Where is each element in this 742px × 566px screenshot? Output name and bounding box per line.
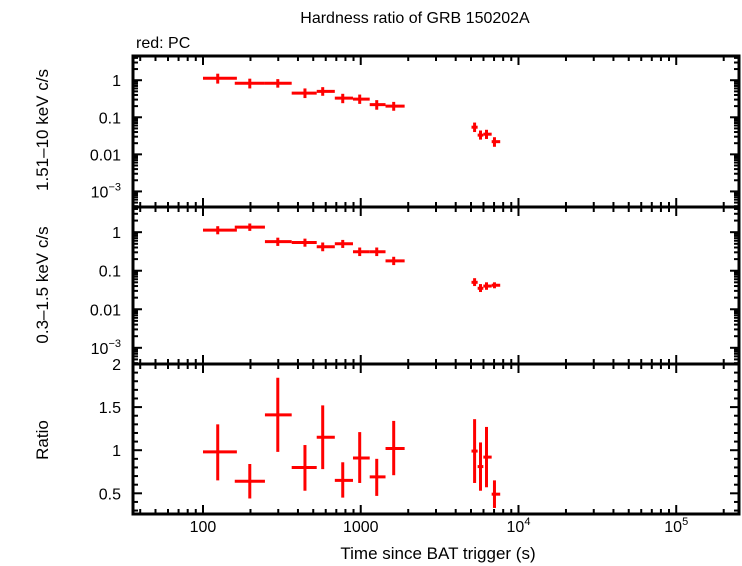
data-point [471,419,478,483]
data-point [291,445,317,491]
data-point [352,432,370,483]
x-tick-label: 104 [507,516,531,536]
data-point [471,278,478,287]
legend-note: red: PC [136,35,190,52]
y-tick-label: 1 [112,73,121,90]
panel-frame [131,362,741,516]
data-point [264,377,292,452]
panel-hard: 1 0.1 0.01 10−3 1.51–10 keV c/s [33,54,741,209]
data-point [352,247,370,257]
panel-ratio: 2 1.5 1 0.5 Ratio [33,357,741,516]
data-point [316,87,335,96]
data-point [477,284,484,293]
x-tick-label: 100 [190,519,217,536]
data-point [385,256,405,266]
panel-soft: 1 0.1 0.01 10−3 0.3–1.5 keV c/s [33,205,741,366]
data-point [334,93,353,104]
data-point [234,464,265,499]
data-point [483,426,492,488]
data-point [471,122,478,133]
data-point [234,78,265,89]
data-point [491,137,501,147]
data-point [316,242,335,252]
x-axis-label: Time since BAT trigger (s) [340,544,535,563]
data-point [291,238,317,247]
data-point [334,462,353,498]
data-point [369,458,386,496]
data-point [483,282,492,290]
data-point [491,480,501,508]
y-axis-label: Ratio [33,420,52,460]
data-point [352,94,370,104]
data-point [202,226,237,235]
data-point [369,100,386,110]
data-point [491,282,501,289]
y-tick-label: 1 [112,225,121,242]
y-tick-label: 1.5 [99,400,121,417]
data-point [316,405,335,470]
y-tick-label: 0.5 [99,486,121,503]
y-tick-label: 0.1 [99,264,121,281]
data-point [264,79,292,88]
data-point [385,101,405,111]
data-point [334,239,353,248]
y-axis-label: 0.3–1.5 keV c/s [33,226,52,343]
y-axis-label: 1.51–10 keV c/s [33,69,52,191]
y-tick-label: 0.01 [90,147,121,164]
y-tick-label: 0.1 [99,110,121,127]
data-point [202,424,237,481]
chart-title: Hardness ratio of GRB 150202A [300,10,530,27]
data-point [202,73,237,84]
y-tick-label: 1 [112,443,121,460]
x-tick-label: 1000 [343,519,379,536]
data-point [234,223,265,231]
y-tick-label: 2 [112,357,121,374]
data-point [483,129,492,139]
data-point [477,130,484,140]
data-point [264,237,292,246]
data-point [291,88,317,99]
x-tick-label: 105 [664,516,688,536]
y-tick-label: 10−3 [91,181,121,201]
y-tick-label: 0.01 [90,302,121,319]
data-point [385,420,405,476]
y-tick-label: 10−3 [91,338,121,358]
data-point [369,247,386,257]
data-point [477,442,484,491]
